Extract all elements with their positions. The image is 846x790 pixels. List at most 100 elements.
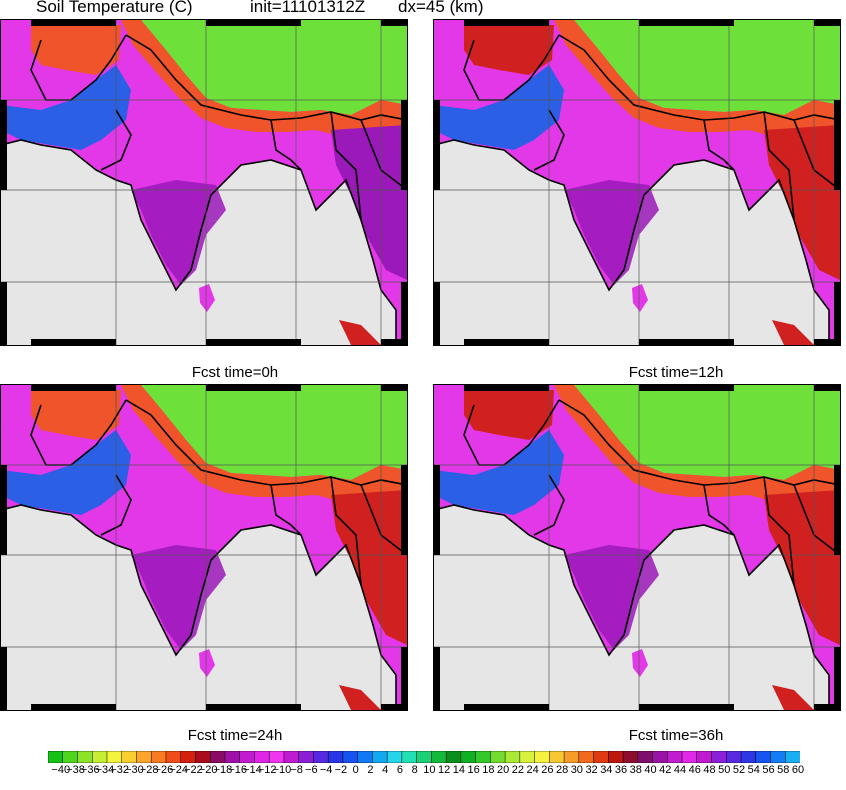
colorbar-segment (372, 751, 388, 763)
colorbar-segment (740, 751, 757, 763)
colorbar-segment (534, 751, 551, 763)
colorbar-tick-label: −2 (334, 764, 348, 776)
colorbar-tick-label: 22 (511, 764, 524, 776)
colorbar-tick-label: 56 (762, 764, 775, 776)
map-panel-12h (433, 19, 841, 346)
colorbar-tick-label: −12 (257, 764, 277, 776)
colorbar-segment (504, 751, 521, 763)
colorbar-segment (608, 751, 624, 763)
colorbar-segment (386, 751, 403, 763)
colorbar-segment (475, 751, 492, 763)
colorbar-tick-label: −30 (125, 764, 144, 776)
grid-spacing-label: dx=45 (km) (398, 0, 484, 16)
forecast-time-caption-24h: Fcst time=24h (187, 727, 283, 744)
colorbar-tick-label: 50 (718, 764, 731, 776)
colorbar-tick-label: 26 (541, 764, 554, 776)
colorbar-tick-label: 2 (367, 764, 374, 776)
colorbar-tick-label: −26 (154, 764, 174, 776)
colorbar-segment (239, 751, 256, 763)
colorbar-segment (342, 751, 359, 763)
colorbar-tick-label: 12 (437, 764, 451, 776)
colorbar-segment (696, 751, 713, 763)
colorbar-tick-label: 60 (791, 764, 805, 776)
colorbar-tick-label: 30 (570, 764, 583, 776)
colorbar-tick-label: −36 (80, 764, 100, 776)
colorbar-segment (224, 751, 241, 763)
colorbar-tick-label: 48 (703, 764, 716, 776)
colorbar-segment (209, 751, 226, 763)
colorbar-segment (726, 751, 742, 763)
temperature-colorbar (48, 751, 800, 763)
forecast-time-caption-36h: Fcst time=36h (628, 727, 724, 744)
colorbar-segment (519, 751, 536, 763)
colorbar-tick-label: −34 (95, 764, 115, 776)
colorbar-segment (667, 751, 683, 763)
colorbar-segment (401, 751, 418, 763)
forecast-time-caption-12h: Fcst time=12h (628, 364, 724, 381)
colorbar-segment (460, 751, 477, 763)
colorbar-segment (327, 751, 344, 763)
colorbar-tick-label: 0 (352, 764, 359, 776)
colorbar-tick-label: 38 (629, 764, 642, 776)
colorbar-segment (681, 751, 698, 763)
colorbar-tick-label: 54 (747, 764, 760, 776)
colorbar-tick-label: −22 (184, 764, 203, 776)
colorbar-segment (48, 751, 64, 763)
colorbar-segment (445, 751, 462, 763)
colorbar-segment (593, 751, 610, 763)
colorbar-segment (416, 751, 433, 763)
colorbar-segment (283, 751, 300, 763)
colorbar-segment (62, 751, 79, 763)
map-panel-0h (0, 19, 408, 346)
colorbar-segment (431, 751, 447, 763)
colorbar-segment (106, 751, 123, 763)
colorbar-tick-label: −16 (228, 764, 248, 776)
colorbar-tick-label: 40 (644, 764, 657, 776)
map-panel-36h (433, 384, 841, 711)
colorbar-segment (150, 751, 167, 763)
colorbar-tick-label: −8 (290, 764, 303, 776)
colorbar-tick-label: 28 (555, 764, 569, 776)
colorbar-segment (77, 751, 93, 763)
colorbar-tick-label: −28 (139, 764, 159, 776)
colorbar-segment (622, 751, 639, 763)
colorbar-tick-label: 10 (423, 764, 436, 776)
colorbar-segment (121, 751, 138, 763)
colorbar-segment (254, 751, 270, 763)
colorbar-segment (91, 751, 108, 763)
colorbar-segment (770, 751, 787, 763)
colorbar-tick-label: −10 (272, 764, 292, 776)
colorbar-segment (711, 751, 728, 763)
init-time-label: init=11101312Z (250, 0, 366, 16)
colorbar-tick-label: 14 (452, 764, 465, 776)
colorbar-tick-label: −38 (66, 764, 85, 776)
forecast-time-caption-0h: Fcst time=0h (191, 364, 279, 381)
colorbar-tick-label: 36 (614, 764, 628, 776)
colorbar-segment (357, 751, 374, 763)
colorbar-tick-label: −32 (110, 764, 130, 776)
colorbar-tick-label: 8 (411, 764, 418, 776)
colorbar-tick-label: 52 (732, 764, 746, 776)
colorbar-tick-label: 46 (688, 764, 701, 776)
colorbar-tick-label: 44 (673, 764, 687, 776)
colorbar-tick-label: −24 (169, 764, 189, 776)
colorbar-tick-label: −14 (243, 764, 262, 776)
colorbar-segment (755, 751, 772, 763)
colorbar-tick-label: −18 (213, 764, 233, 776)
colorbar-tick-label: 58 (777, 764, 790, 776)
colorbar-tick-label: 24 (526, 764, 539, 776)
colorbar-tick-label: −20 (198, 764, 218, 776)
colorbar-tick-label: 42 (659, 764, 672, 776)
colorbar-tick-label: 32 (585, 764, 598, 776)
colorbar-segment (195, 751, 211, 763)
colorbar-tick-label: 18 (482, 764, 495, 776)
colorbar-segment (637, 751, 654, 763)
colorbar-segment (313, 751, 329, 763)
colorbar-tick-label: −6 (305, 764, 318, 776)
colorbar-tick-label: 6 (396, 764, 403, 776)
map-panel-24h (0, 384, 408, 711)
colorbar-segment (578, 751, 595, 763)
colorbar-tick-label: 20 (496, 764, 510, 776)
colorbar-segment (136, 751, 152, 763)
colorbar-tick-label: −40 (51, 764, 71, 776)
